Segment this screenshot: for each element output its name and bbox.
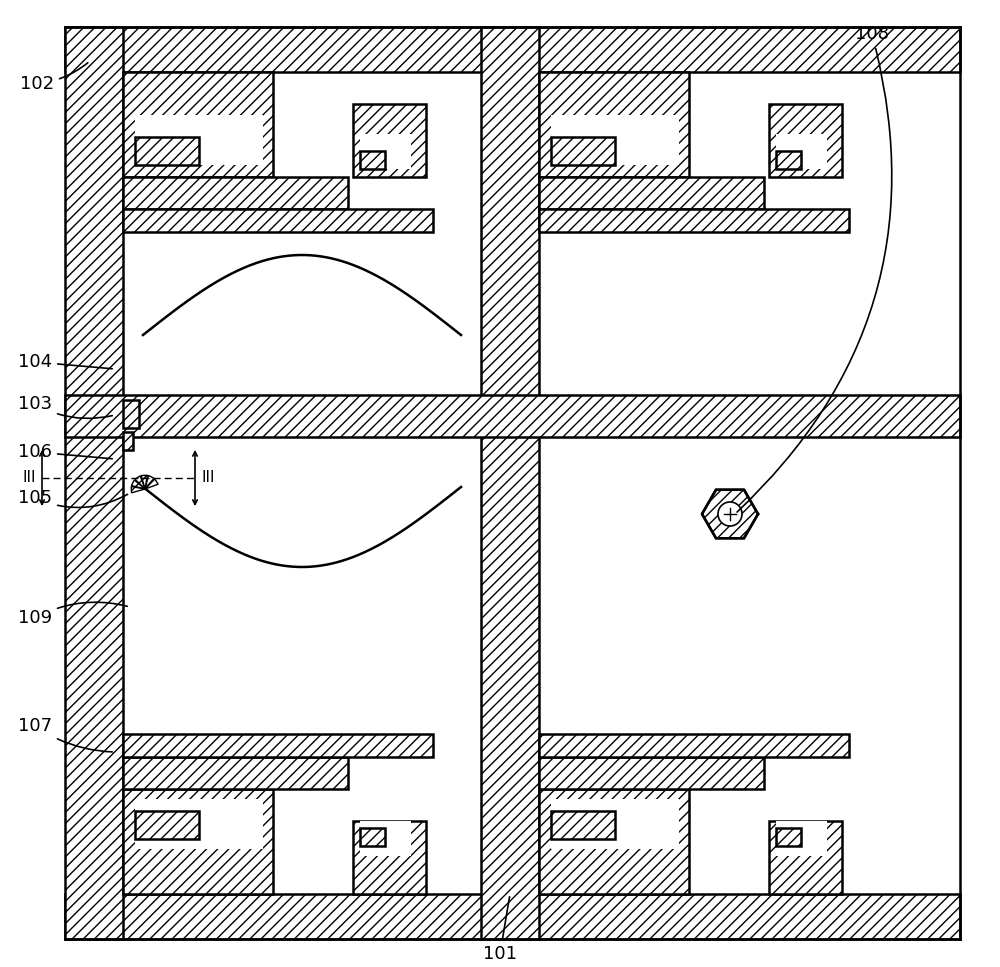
Bar [135,137,199,165]
Bar [776,828,801,846]
Text: 107: 107 [18,717,112,752]
Bar [360,828,385,846]
Bar [123,27,481,72]
Bar [539,72,960,395]
Bar [123,789,273,894]
Bar [776,821,827,856]
Bar [123,432,133,450]
Bar [65,395,960,437]
Bar [353,821,426,894]
Text: III: III [23,471,36,485]
Text: III: III [201,471,215,485]
Bar [551,811,615,839]
Bar [539,209,849,232]
Text: 101: 101 [483,896,517,963]
Polygon shape [702,489,758,539]
Bar [481,27,539,939]
Text: 105: 105 [18,489,128,508]
Bar [135,811,199,839]
Bar [539,789,689,894]
Bar [353,104,426,177]
Bar [123,177,348,209]
Bar [135,799,263,849]
Polygon shape [131,480,145,489]
Bar [360,134,411,169]
Polygon shape [131,486,145,493]
Bar [123,209,433,232]
Text: 106: 106 [18,443,112,461]
Bar [539,734,849,757]
Bar [769,821,842,894]
Bar [776,134,827,169]
Bar [65,27,123,939]
Bar [123,72,481,395]
Bar [360,151,385,169]
Bar [539,27,960,72]
Bar [539,72,689,177]
Text: 103: 103 [18,395,112,419]
Text: 102: 102 [20,63,88,93]
Bar [123,400,139,428]
Bar [123,757,348,789]
Text: 109: 109 [18,602,127,627]
Polygon shape [145,479,158,489]
Bar [551,799,679,849]
Bar [551,115,679,165]
Bar [360,821,411,856]
Bar [123,734,433,757]
Bar [539,437,960,894]
Polygon shape [135,476,145,489]
Polygon shape [145,476,154,489]
Text: 104: 104 [18,353,112,371]
Bar [539,177,764,209]
Text: 108: 108 [737,25,892,513]
Bar [769,104,842,177]
Polygon shape [718,502,742,526]
Bar [551,137,615,165]
Bar [135,115,263,165]
Polygon shape [141,475,147,489]
Bar [539,757,764,789]
Bar [776,151,801,169]
Bar [123,437,481,894]
Bar [65,894,960,939]
Bar [123,72,273,177]
Bar [65,27,960,72]
